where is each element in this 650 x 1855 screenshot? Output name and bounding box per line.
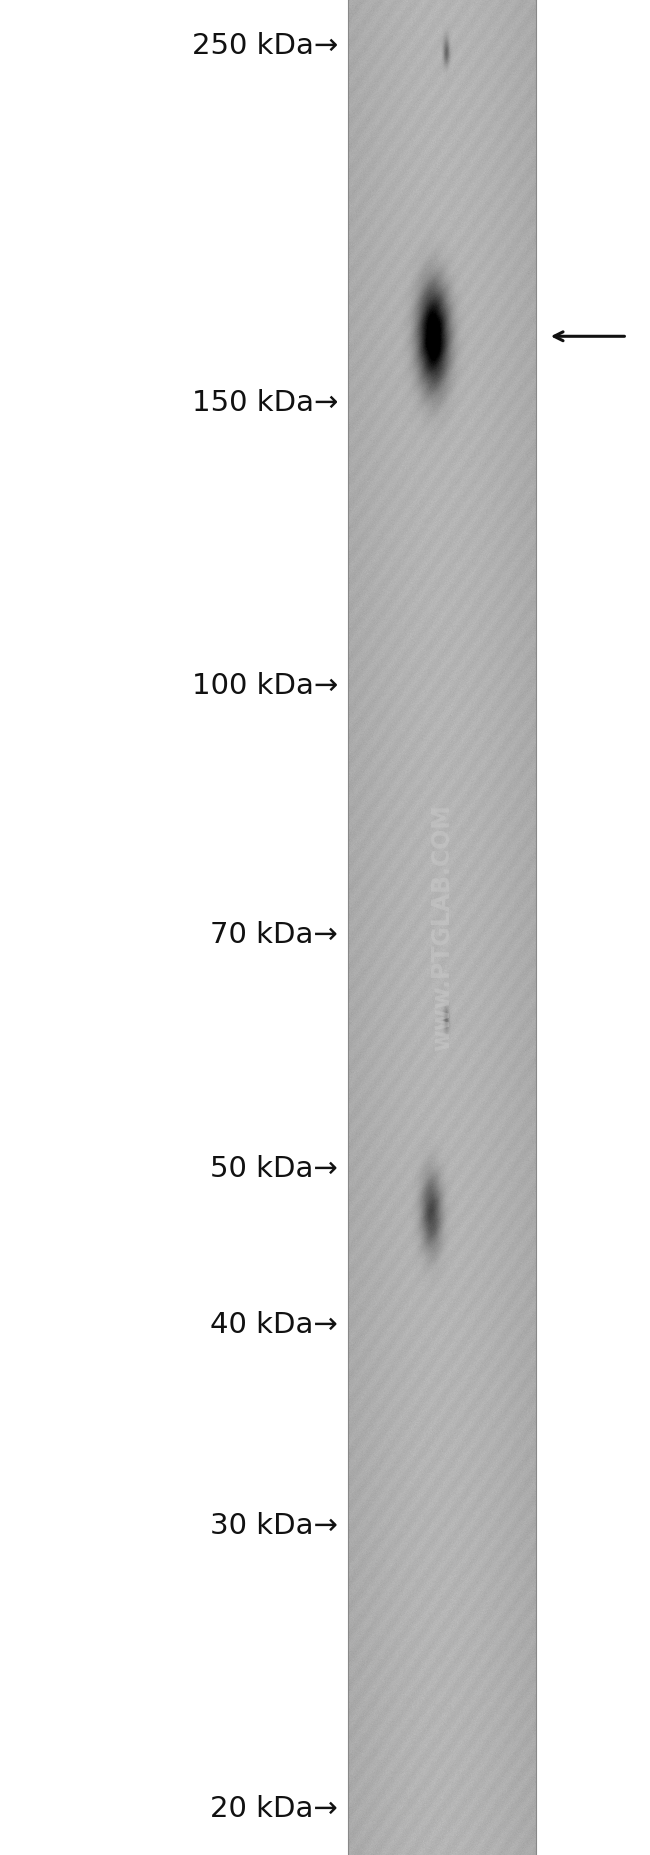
Text: 70 kDa→: 70 kDa→ (210, 920, 338, 948)
Text: 40 kDa→: 40 kDa→ (210, 1311, 338, 1339)
Text: 20 kDa→: 20 kDa→ (210, 1794, 338, 1823)
Text: 250 kDa→: 250 kDa→ (192, 32, 338, 61)
Text: 100 kDa→: 100 kDa→ (192, 672, 338, 699)
Text: 30 kDa→: 30 kDa→ (210, 1512, 338, 1540)
Text: www.PTGLAB.COM: www.PTGLAB.COM (430, 803, 454, 1052)
Text: 150 kDa→: 150 kDa→ (192, 390, 338, 417)
Text: 50 kDa→: 50 kDa→ (210, 1156, 338, 1183)
